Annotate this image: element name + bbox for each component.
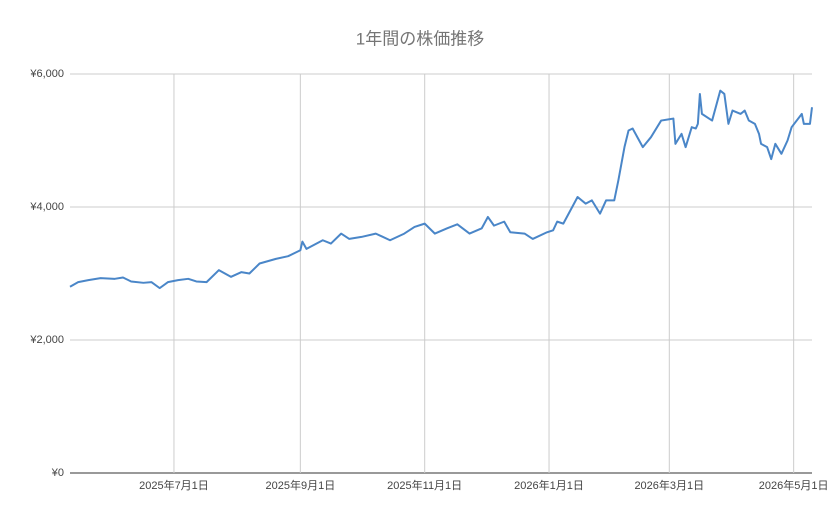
y-tick-label: ¥0 <box>51 467 64 479</box>
x-tick-label: 2025年11月1日 <box>387 478 462 492</box>
x-tick-label: 2025年7月1日 <box>139 478 209 492</box>
line-series <box>69 89 813 290</box>
x-tick-label: 2025年9月1日 <box>265 478 335 492</box>
y-tick-label: ¥6,000 <box>29 68 64 80</box>
x-tick-label: 2026年3月1日 <box>634 478 704 492</box>
y-tick-label: ¥2,000 <box>29 334 64 346</box>
chart-title: 1年間の株価推移 <box>356 29 484 48</box>
x-tick-label: 2026年5月1日 <box>759 478 829 492</box>
y-tick-label: ¥4,000 <box>29 201 64 213</box>
x-tick-label: 2026年1月1日 <box>514 478 584 492</box>
